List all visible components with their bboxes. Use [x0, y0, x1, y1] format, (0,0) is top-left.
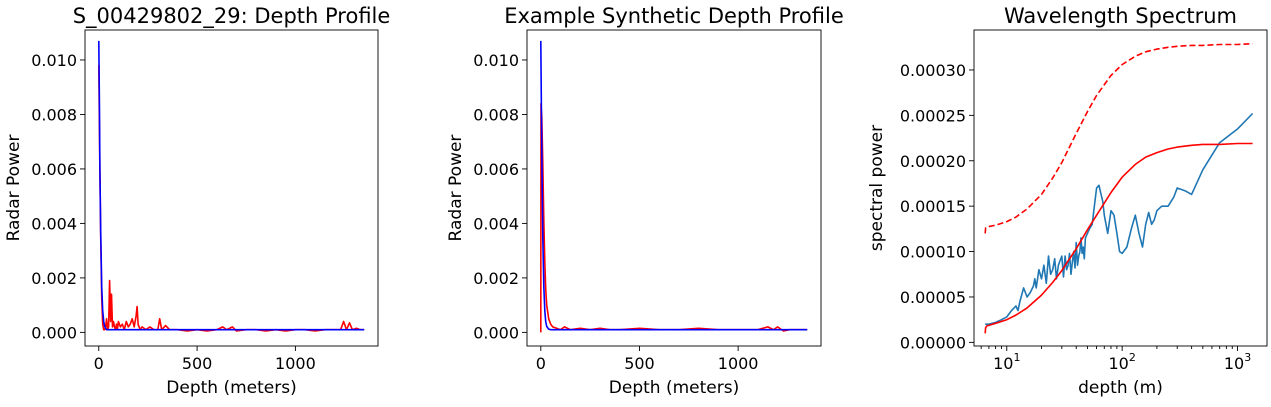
x-tick-label: 0 [536, 354, 546, 373]
y-axis-label: Radar Power [446, 135, 466, 242]
plot-frame [84, 29, 379, 347]
x-tick-label: 1000 [275, 354, 316, 373]
series-line-2 [984, 142, 1253, 334]
x-tick-label: 0 [94, 354, 104, 373]
x-tick-label: 102 [1108, 351, 1135, 373]
y-tick-label: 0.006 [31, 160, 77, 179]
y-tick-label: 0.010 [473, 51, 519, 70]
x-tick-label: 101 [993, 351, 1020, 373]
y-tick-label: 0.002 [473, 269, 519, 288]
series-line-2 [98, 40, 365, 331]
y-tick-label: 0.000 [31, 323, 77, 342]
y-axis-label: spectral power [867, 125, 887, 251]
series-line-3 [984, 42, 1253, 234]
y-tick-label: 0.000 [473, 323, 519, 342]
y-tick-label: 0.00030 [900, 61, 966, 80]
y-tick-label: 0.00010 [900, 243, 966, 262]
x-tick-exponent: 1 [1013, 351, 1020, 364]
chart-title: S_00429802_29: Depth Profile [73, 4, 391, 29]
chart-title: Example Synthetic Depth Profile [504, 4, 844, 28]
series-line-2 [540, 40, 808, 331]
chart-depth-profile: 0 500 1000 0.000 0.002 0.004 0.006 0.008 0.010 S_… [4, 4, 390, 398]
chart-title: Wavelength Spectrum [1004, 4, 1237, 28]
y-axis-label: Radar Power [4, 135, 24, 242]
y-tick-label: 0.008 [473, 105, 519, 124]
x-tick-label: 1000 [718, 354, 759, 373]
y-tick-label: 0.006 [473, 160, 519, 179]
x-tick-label: 103 [1224, 351, 1251, 373]
x-axis-label: Depth (meters) [609, 378, 739, 398]
y-tick-label: 0.008 [31, 105, 77, 124]
y-tick-label: 0.004 [31, 214, 77, 233]
x-tick-label: 500 [624, 354, 655, 373]
series-line-1 [985, 112, 1254, 326]
y-tick-label: 0.00025 [900, 106, 966, 125]
plot-frame [973, 29, 1268, 347]
x-axis-label: depth (m) [1078, 378, 1163, 398]
y-tick-label: 0.010 [31, 51, 77, 70]
chart-synthetic-depth-profile: 0 500 1000 0.000 0.002 0.004 0.006 0.008 0.010 Ex… [446, 4, 844, 398]
x-tick-exponent: 2 [1129, 351, 1136, 364]
x-tick-label: 500 [182, 354, 213, 373]
x-axis-label: Depth (meters) [166, 378, 296, 398]
series-line-1 [539, 102, 808, 333]
y-tick-label: 0.00000 [900, 333, 966, 352]
y-tick-label: 0.00015 [900, 197, 966, 216]
chart-wavelength-spectrum: 101 102 103 0.00000 0.00005 0.00010 0.00015 0.0… [867, 4, 1268, 398]
y-tick-label: 0.00005 [900, 288, 966, 307]
y-tick-label: 0.002 [31, 269, 77, 288]
y-tick-label: 0.004 [473, 214, 519, 233]
y-tick-label: 0.00020 [900, 152, 966, 171]
series-line-1 [98, 65, 365, 332]
plot-frame [526, 29, 822, 347]
x-tick-exponent: 3 [1244, 351, 1251, 364]
